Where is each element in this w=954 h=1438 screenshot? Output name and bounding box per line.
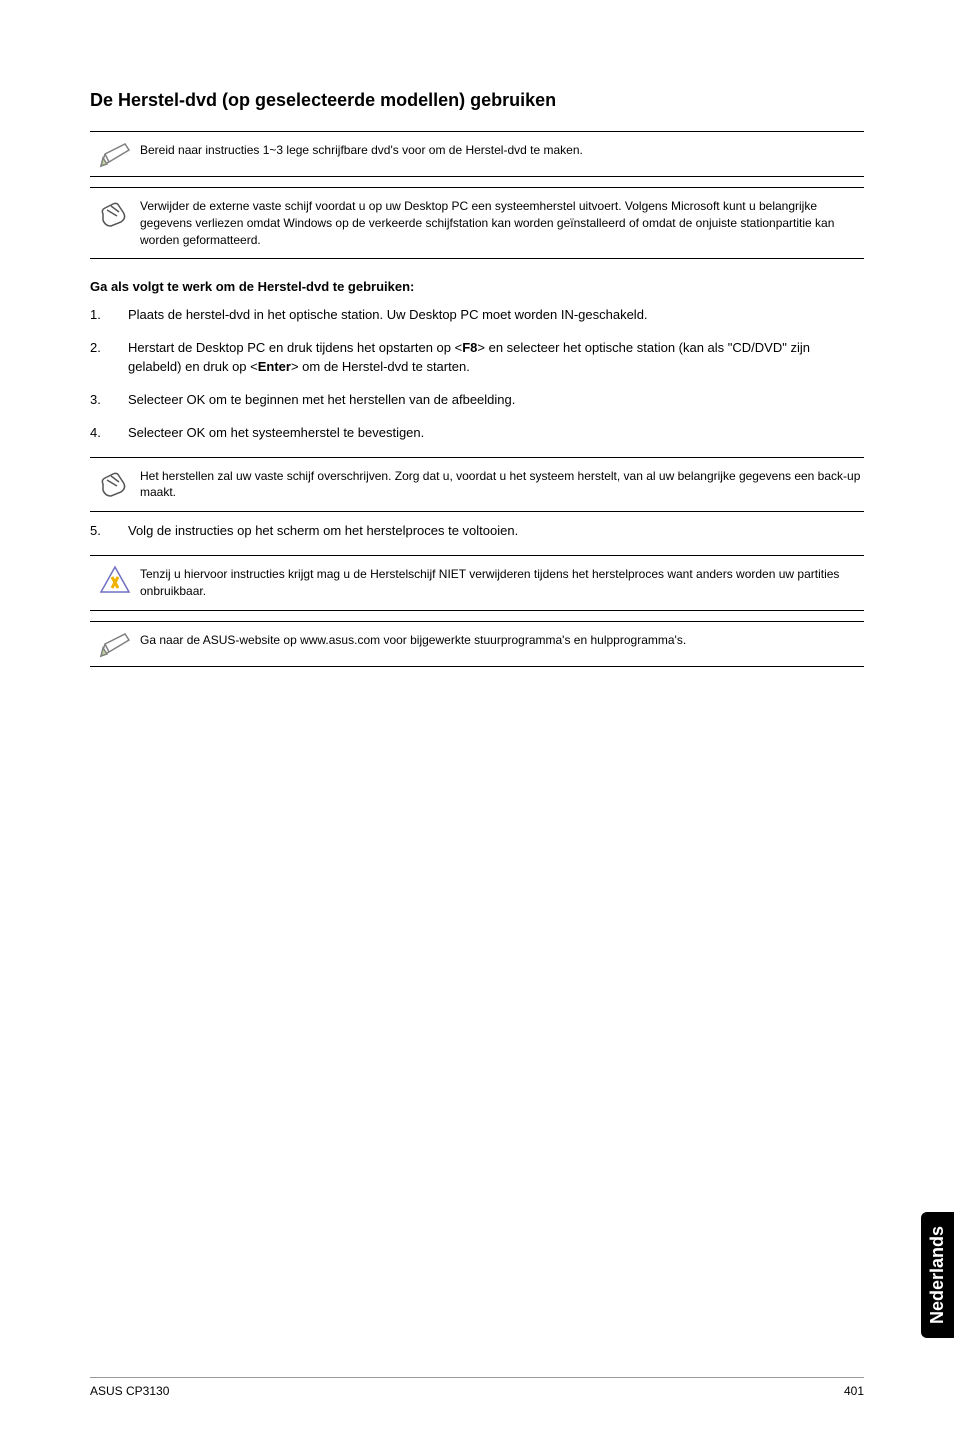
note-text: Verwijder de externe vaste schijf voorda… <box>140 194 864 252</box>
list-item: 5. Volg de instructies op het scherm om … <box>90 522 864 541</box>
note-text: Tenzij u hiervoor instructies krijgt mag… <box>140 562 864 604</box>
note-pencil-1: Bereid naar instructies 1~3 lege schrijf… <box>90 131 864 177</box>
note-text: Het herstellen zal uw vaste schijf overs… <box>140 464 864 506</box>
list-item: 2. Herstart de Desktop PC en druk tijden… <box>90 339 864 377</box>
hand-icon <box>90 194 140 230</box>
note-warning: Tenzij u hiervoor instructies krijgt mag… <box>90 555 864 611</box>
step-text: Herstart de Desktop PC en druk tijdens h… <box>128 339 864 377</box>
sub-heading: Ga als volgt te werk om de Herstel-dvd t… <box>90 279 864 294</box>
footer-left: ASUS CP3130 <box>90 1384 169 1398</box>
note-hand-1: Verwijder de externe vaste schijf voorda… <box>90 187 864 259</box>
step-text: Selecteer OK om het systeemherstel te be… <box>128 424 864 443</box>
step-number: 5. <box>90 522 128 541</box>
note-text: Bereid naar instructies 1~3 lege schrijf… <box>140 138 864 163</box>
note-text: Ga naar de ASUS-website op www.asus.com … <box>140 628 864 653</box>
step-number: 2. <box>90 339 128 377</box>
hand-icon <box>90 464 140 500</box>
language-tab: Nederlands <box>921 1212 954 1338</box>
step-text: Selecteer OK om te beginnen met het hers… <box>128 391 864 410</box>
step-text: Plaats de herstel-dvd in het optische st… <box>128 306 864 325</box>
list-item: 3. Selecteer OK om te beginnen met het h… <box>90 391 864 410</box>
footer-right: 401 <box>844 1384 864 1398</box>
step-number: 4. <box>90 424 128 443</box>
list-item: 4. Selecteer OK om het systeemherstel te… <box>90 424 864 443</box>
step-text: Volg de instructies op het scherm om het… <box>128 522 864 541</box>
page-footer: ASUS CP3130 401 <box>90 1377 864 1398</box>
step-number: 1. <box>90 306 128 325</box>
note-pencil-2: Ga naar de ASUS-website op www.asus.com … <box>90 621 864 667</box>
warning-icon <box>90 562 140 596</box>
step-number: 3. <box>90 391 128 410</box>
list-item: 1. Plaats de herstel-dvd in het optische… <box>90 306 864 325</box>
steps-list: 1. Plaats de herstel-dvd in het optische… <box>90 306 864 442</box>
note-hand-2: Het herstellen zal uw vaste schijf overs… <box>90 457 864 513</box>
pencil-icon <box>90 138 140 170</box>
section-title: De Herstel-dvd (op geselecteerde modelle… <box>90 90 864 111</box>
steps-list-cont: 5. Volg de instructies op het scherm om … <box>90 522 864 541</box>
pencil-icon <box>90 628 140 660</box>
